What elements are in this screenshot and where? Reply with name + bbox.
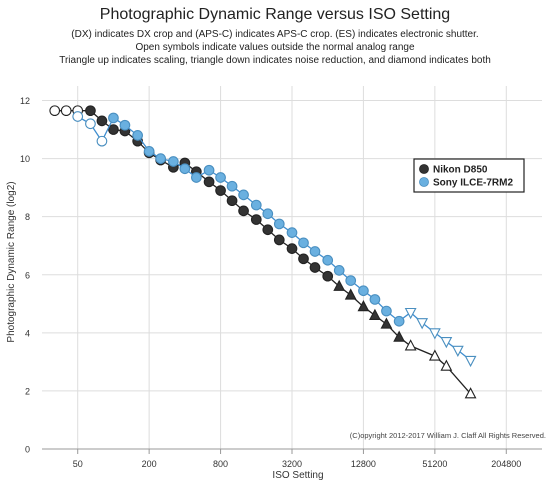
data-point-sony[interactable] xyxy=(96,135,108,147)
data-point-nikon[interactable] xyxy=(357,300,370,312)
data-point-sony[interactable] xyxy=(155,153,166,164)
data-point-sony[interactable] xyxy=(262,208,274,220)
data-point-sony[interactable] xyxy=(132,130,143,141)
legend-item-nikon[interactable]: Nikon D850 xyxy=(419,164,488,176)
data-point-sony[interactable] xyxy=(381,305,392,317)
data-point-nikon[interactable] xyxy=(85,105,96,117)
data-point-sony[interactable] xyxy=(203,164,215,176)
data-point-nikon[interactable] xyxy=(369,308,381,320)
data-point-sony[interactable] xyxy=(322,254,334,266)
data-point-nikon[interactable] xyxy=(464,387,477,399)
data-point-nikon[interactable] xyxy=(440,359,453,371)
data-point-sony[interactable] xyxy=(440,337,453,349)
data-point-nikon[interactable] xyxy=(428,349,441,361)
series-line-sony xyxy=(77,115,472,361)
copyright-note: (C)opyright 2012-2017 William J. Claff A… xyxy=(350,431,546,440)
data-point-nikon[interactable] xyxy=(262,224,274,236)
chart-subtitle-line-2: Open symbols indicate values outside the… xyxy=(135,42,415,53)
data-point-sony[interactable] xyxy=(179,163,191,175)
data-point-sony[interactable] xyxy=(215,172,226,183)
data-point-nikon[interactable] xyxy=(404,339,417,351)
series-layer xyxy=(49,105,477,399)
data-point-nikon[interactable] xyxy=(309,262,321,273)
chart-subtitle-line-3: Triangle up indicates scaling, triangle … xyxy=(59,55,491,66)
chart-subtitle-line-1: (DX) indicates DX crop and (APS-C) indic… xyxy=(71,29,479,40)
data-point-sony[interactable] xyxy=(250,199,262,211)
data-point-sony[interactable] xyxy=(309,246,321,257)
data-point-sony[interactable] xyxy=(369,294,381,305)
data-point-sony[interactable] xyxy=(226,180,238,192)
data-point-sony[interactable] xyxy=(286,227,298,239)
x-tick-label: 12800 xyxy=(351,459,376,469)
legend: Nikon D850 Sony ILCE-7RM2 xyxy=(413,158,525,193)
y-axis-label: Photographic Dynamic Range (log2) xyxy=(6,181,17,342)
data-point-nikon[interactable] xyxy=(203,176,215,188)
x-tick-label: 200 xyxy=(142,459,157,469)
data-point-sony[interactable] xyxy=(298,237,309,249)
data-point-nikon[interactable] xyxy=(96,115,108,127)
data-point-sony[interactable] xyxy=(428,328,441,340)
grid xyxy=(42,86,542,450)
data-point-sony[interactable] xyxy=(238,189,249,201)
x-axis-label: ISO Setting xyxy=(272,470,323,481)
legend-label-nikon: Nikon D850 xyxy=(433,165,488,176)
data-point-nikon[interactable] xyxy=(108,124,119,135)
y-tick-label: 2 xyxy=(25,386,30,396)
data-point-sony[interactable] xyxy=(168,156,179,167)
data-point-nikon[interactable] xyxy=(250,214,262,225)
data-point-nikon[interactable] xyxy=(286,243,298,254)
data-point-nikon[interactable] xyxy=(238,205,249,217)
data-point-nikon[interactable] xyxy=(333,279,346,291)
data-point-nikon[interactable] xyxy=(226,195,238,207)
data-point-nikon[interactable] xyxy=(380,317,393,329)
data-point-nikon[interactable] xyxy=(393,330,406,342)
x-tick-label: 51200 xyxy=(422,459,447,469)
data-point-nikon[interactable] xyxy=(273,234,285,246)
y-tick-label: 4 xyxy=(25,328,30,338)
data-point-sony[interactable] xyxy=(451,345,464,357)
data-point-sony[interactable] xyxy=(345,275,357,286)
data-point-nikon[interactable] xyxy=(298,253,309,265)
series-sony xyxy=(72,111,477,368)
data-point-sony[interactable] xyxy=(404,307,417,320)
legend-marker-nikon xyxy=(419,164,429,174)
data-point-nikon[interactable] xyxy=(215,185,226,196)
data-point-sony[interactable] xyxy=(85,118,96,130)
data-point-sony[interactable] xyxy=(119,119,131,131)
y-tick-label: 8 xyxy=(25,212,30,222)
data-point-nikon[interactable] xyxy=(49,105,61,117)
data-point-nikon[interactable] xyxy=(344,288,357,300)
x-tick-label: 50 xyxy=(73,459,83,469)
x-tick-label: 800 xyxy=(213,459,228,469)
data-point-sony[interactable] xyxy=(358,285,369,297)
data-point-sony[interactable] xyxy=(143,145,155,157)
x-tick-label: 204800 xyxy=(491,459,521,469)
legend-item-sony[interactable]: Sony ILCE-7RM2 xyxy=(419,177,514,189)
chart-title: Photographic Dynamic Range versus ISO Se… xyxy=(99,6,451,23)
data-point-nikon[interactable] xyxy=(322,270,334,282)
x-tick-label: 3200 xyxy=(282,459,302,469)
y-tick-label: 0 xyxy=(25,445,30,455)
legend-box xyxy=(413,158,525,193)
y-tick-label: 12 xyxy=(20,96,30,106)
legend-marker-sony xyxy=(419,177,429,187)
series-nikon xyxy=(49,105,477,399)
data-point-nikon[interactable] xyxy=(60,105,72,117)
data-point-sony[interactable] xyxy=(108,112,119,124)
data-point-sony[interactable] xyxy=(72,111,84,122)
legend-label-sony: Sony ILCE-7RM2 xyxy=(433,178,513,189)
y-tick-label: 10 xyxy=(20,154,30,164)
data-point-sony[interactable] xyxy=(273,218,285,230)
data-point-sony[interactable] xyxy=(464,355,477,368)
series-line-nikon xyxy=(54,110,472,395)
data-point-sony[interactable] xyxy=(191,172,202,183)
y-tick-label: 6 xyxy=(25,270,30,280)
data-point-sony[interactable] xyxy=(416,318,429,330)
data-point-sony[interactable] xyxy=(333,265,345,276)
axes: 0 2 4 6 8 10 12 50 200 800 3200 12800 51200 204800 xyxy=(20,96,542,469)
data-point-sony[interactable] xyxy=(393,315,405,327)
